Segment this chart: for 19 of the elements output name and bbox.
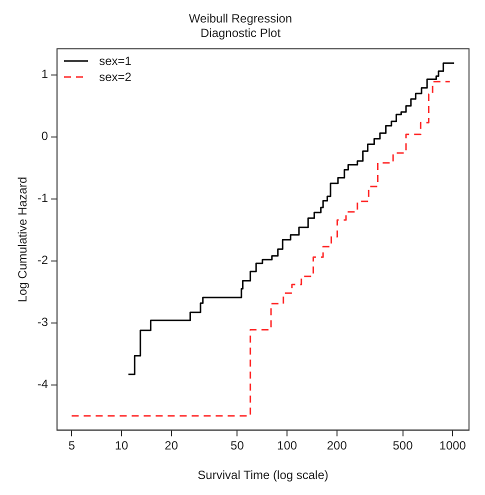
y-axis-title: Log Cumulative Hazard (16, 176, 30, 302)
chart-title: Weibull Regression Diagnostic Plot (188, 12, 292, 40)
x-tick-label: 10 (114, 438, 129, 453)
y-tick-label: -4 (37, 377, 48, 392)
y-tick-label: -2 (37, 253, 48, 268)
x-tick-label: 5 (68, 438, 76, 453)
y-tick-label: 0 (41, 129, 48, 144)
x-axis-title: Survival Time (log scale) (198, 468, 328, 482)
x-tick-label: 20 (164, 438, 178, 453)
y-tick-label: -3 (37, 315, 48, 330)
x-tick-label: 200 (326, 438, 348, 453)
y-tick-label: -1 (37, 191, 48, 206)
legend-label: sex=2 (99, 68, 132, 85)
x-tick-label: 500 (392, 438, 414, 453)
legend-label: sex=1 (99, 52, 132, 69)
x-tick-label: 50 (230, 438, 244, 453)
x-tick-label: 1000 (439, 438, 466, 453)
x-tick-label: 100 (277, 438, 298, 453)
y-tick-label: 1 (41, 67, 48, 82)
